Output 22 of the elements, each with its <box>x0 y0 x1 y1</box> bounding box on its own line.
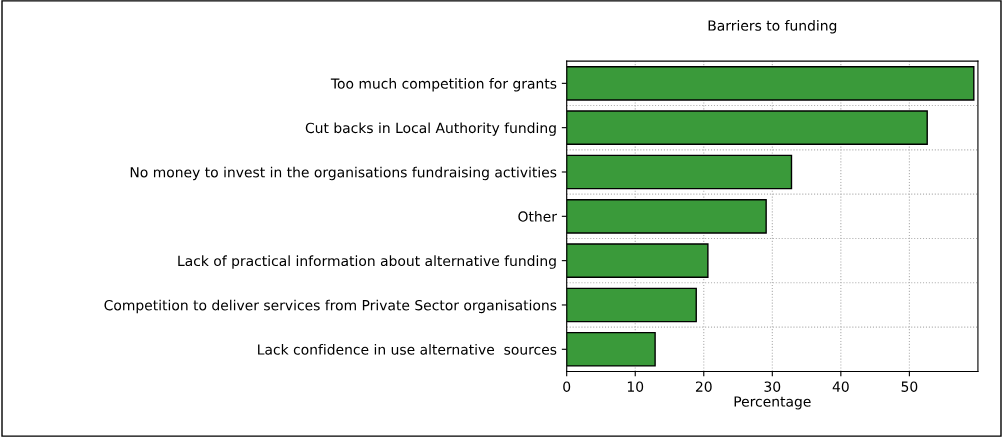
bar <box>566 154 793 190</box>
x-tick-label: 40 <box>832 381 849 392</box>
bar <box>566 66 975 101</box>
x-tick-label: 10 <box>627 381 644 392</box>
x-axis-title: Percentage <box>734 396 811 410</box>
y-tick-label: Cut backs in Local Authority funding <box>305 122 556 136</box>
y-tick-label: Lack confidence in use alternative sources <box>258 344 557 355</box>
y-tick-label: No money to invest in the organisations fundraising activities <box>130 166 557 181</box>
x-tick-label: 20 <box>695 381 712 392</box>
y-tick-label: Competition to deliver services from Private Sector organisations <box>104 299 557 314</box>
bar <box>566 198 767 234</box>
bar <box>566 110 928 145</box>
bar <box>566 243 709 278</box>
bar <box>566 287 697 323</box>
x-tick-label: 30 <box>764 381 781 392</box>
bar <box>566 331 656 367</box>
y-tick-label: Other <box>518 211 557 222</box>
y-tick-label: Too much competition for grants <box>330 78 557 92</box>
x-tick-label: 50 <box>901 381 918 392</box>
y-tick-label: Lack of practical information about alternative funding <box>178 255 556 269</box>
x-tick-label: 0 <box>563 381 571 392</box>
chart-title: Barriers to funding <box>708 20 837 34</box>
